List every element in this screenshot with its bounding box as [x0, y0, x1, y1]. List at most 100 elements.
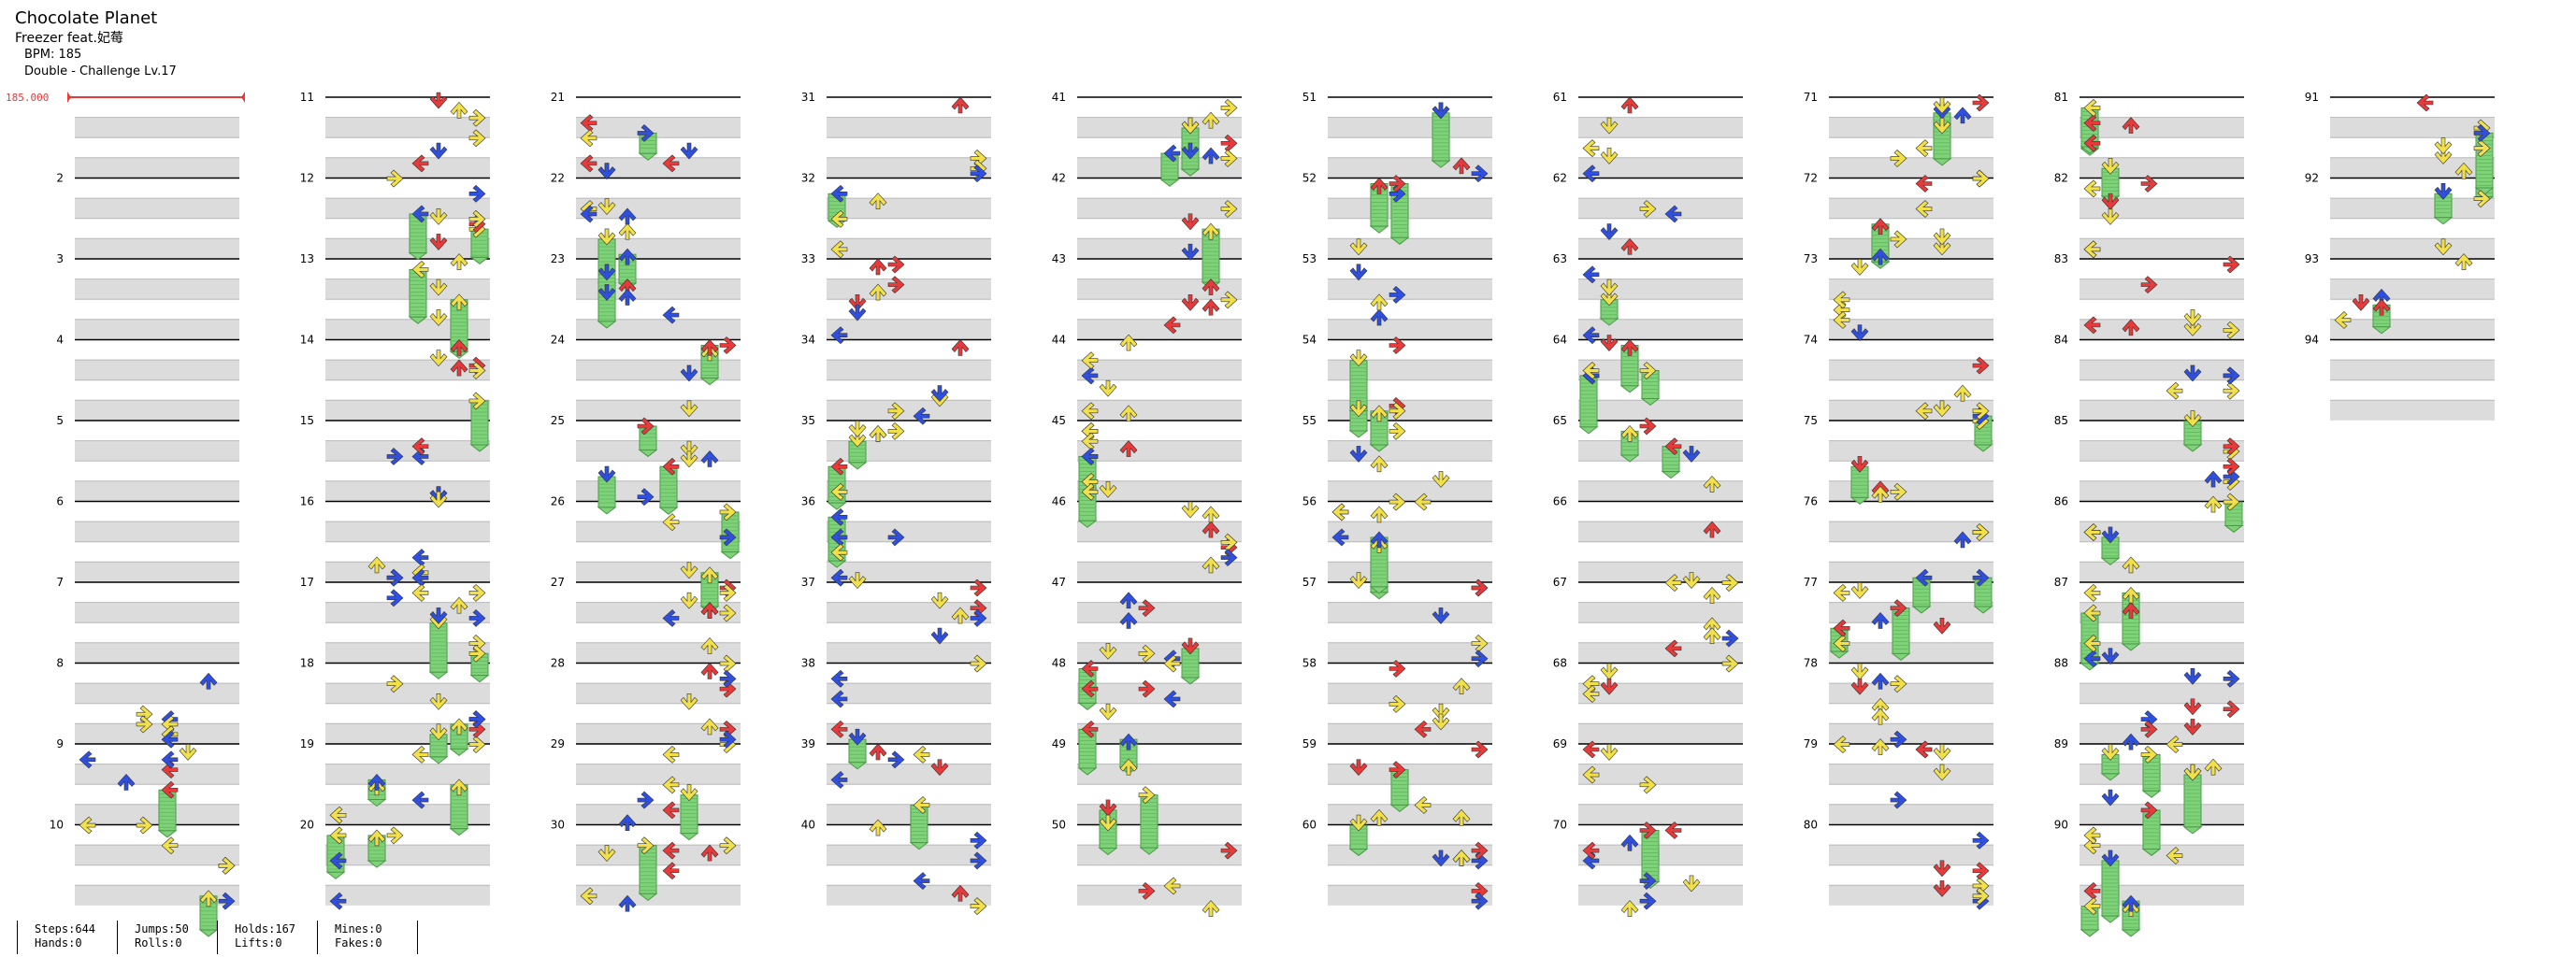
- measure-band: [1578, 683, 1743, 704]
- arrow-shape: [1582, 164, 1600, 183]
- step-arrow: [597, 284, 616, 301]
- step-arrow: [450, 101, 468, 119]
- arrow-shape: [1915, 139, 1933, 158]
- step-arrow: [2183, 309, 2202, 326]
- step-arrow: [1181, 213, 1200, 231]
- arrow-shape: [2204, 495, 2223, 513]
- arrow-shape: [662, 306, 680, 324]
- arrow-shape: [680, 450, 698, 468]
- measure-number: 71: [1804, 91, 1818, 104]
- step-arrow: [1471, 740, 1489, 759]
- measure-band: [1578, 845, 1743, 865]
- arrow-shape: [913, 796, 930, 814]
- step-arrow: [1138, 881, 1156, 900]
- step-arrow: [429, 491, 448, 508]
- step-arrow: [1202, 111, 1220, 129]
- hold-tail: [1973, 606, 1993, 614]
- measure-band: [325, 562, 490, 582]
- measure-band: [325, 360, 490, 380]
- hold-tail: [1077, 702, 1098, 710]
- arrow-shape: [700, 602, 719, 619]
- measure-band: [1578, 117, 1743, 138]
- step-arrow: [367, 556, 386, 574]
- measure-band: [576, 157, 741, 179]
- step-arrow: [1081, 402, 1099, 421]
- hold-tail: [408, 316, 428, 324]
- arrow-shape: [1220, 549, 1238, 566]
- step-arrow: [429, 234, 448, 250]
- arrow-shape: [1682, 572, 1701, 590]
- step-arrow: [2434, 137, 2453, 155]
- step-arrow: [2183, 364, 2202, 382]
- measure-band: [1578, 521, 1743, 542]
- step-arrow: [429, 350, 448, 367]
- measure-band: [2330, 198, 2495, 219]
- measure-band: [827, 885, 991, 906]
- measure-band: [827, 804, 991, 825]
- arrow-shape: [1582, 685, 1600, 703]
- measure-number: 10: [50, 819, 64, 832]
- arrow-shape: [1890, 482, 1907, 501]
- measure-band: [75, 238, 239, 259]
- arrow-shape: [662, 609, 680, 627]
- arrow-shape: [450, 718, 468, 736]
- measure-band: [2080, 723, 2244, 744]
- measure-band: [827, 279, 991, 300]
- step-arrow: [913, 796, 930, 814]
- measure-band: [75, 400, 239, 421]
- step-arrow: [1600, 223, 1619, 241]
- step-arrow: [1181, 501, 1200, 519]
- hold-tail: [2100, 557, 2121, 566]
- step-arrow: [2223, 381, 2240, 400]
- step-arrow: [1620, 900, 1639, 917]
- hold-tail: [1180, 168, 1201, 177]
- measure-band: [1829, 562, 1993, 582]
- arrow-shape: [1163, 654, 1181, 673]
- measure-band: [1077, 845, 1242, 865]
- hold-tail: [1077, 767, 1098, 776]
- step-arrow: [1081, 448, 1099, 465]
- arrow-shape: [1119, 592, 1138, 609]
- measure-band: [1077, 602, 1242, 623]
- measure-band: [1077, 360, 1242, 380]
- measure-band: [2080, 117, 2244, 138]
- step-arrow: [1953, 531, 1972, 549]
- measure-band: [2080, 279, 2244, 300]
- step-arrow: [618, 207, 637, 225]
- arrow-shape: [1432, 713, 1450, 731]
- measure-band: [1077, 683, 1242, 704]
- step-arrow: [1639, 362, 1657, 379]
- step-arrow: [662, 841, 680, 860]
- hold-tail: [1389, 236, 1410, 245]
- arrow-shape: [2083, 134, 2101, 152]
- step-arrow: [618, 288, 637, 306]
- arrow-shape: [2083, 240, 2101, 259]
- step-arrow: [468, 392, 486, 410]
- arrow-shape: [1871, 738, 1890, 755]
- arrow-shape: [2473, 139, 2491, 158]
- arrow-shape: [429, 142, 448, 160]
- measure-band: [325, 319, 490, 340]
- step-arrow: [468, 583, 486, 602]
- step-arrow: [1871, 697, 1890, 715]
- hold-tail: [1348, 430, 1369, 438]
- arrow-shape: [2223, 700, 2240, 719]
- arrow-shape: [597, 198, 616, 215]
- step-arrow: [1163, 877, 1181, 895]
- arrow-shape: [1582, 841, 1600, 860]
- measure-band: [1077, 319, 1242, 340]
- measure-number: 3: [56, 252, 64, 265]
- step-arrow: [951, 96, 970, 114]
- step-arrow: [1202, 556, 1220, 574]
- measure-number: 16: [300, 495, 314, 508]
- arrow-shape: [1600, 678, 1619, 695]
- arrow-shape: [179, 744, 197, 761]
- measure-band: [1077, 642, 1242, 664]
- arrow-shape: [662, 801, 680, 820]
- arrow-shape: [1202, 147, 1220, 164]
- step-arrow: [1933, 744, 1951, 761]
- step-arrow: [618, 248, 637, 265]
- arrow-shape: [1370, 506, 1389, 523]
- step-arrow: [1871, 611, 1890, 629]
- arrow-shape: [1933, 400, 1951, 418]
